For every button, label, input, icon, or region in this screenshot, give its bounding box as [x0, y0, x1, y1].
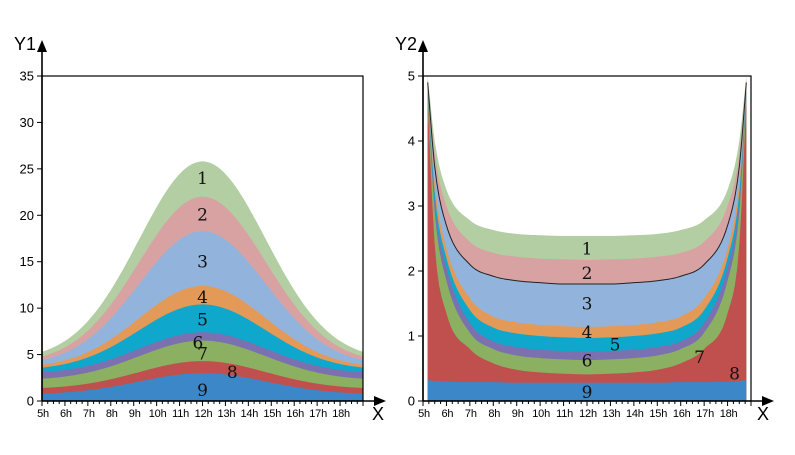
y-tick-label: 3 — [408, 199, 415, 214]
y-tick-label: 15 — [20, 254, 34, 269]
area-layer-8 — [427, 102, 747, 401]
x-tick-label: 8h — [488, 408, 500, 420]
x-tick-label: 6h — [442, 408, 454, 420]
x-tick-label: 16h — [673, 408, 691, 420]
y-tick-label: 20 — [20, 208, 34, 223]
left-x-axis-arrow — [374, 396, 386, 406]
right-x-axis-arrow — [762, 396, 774, 406]
area-layer-4 — [427, 85, 747, 401]
right-layer-labels: 9 8 7 654 3 2 1 — [582, 239, 740, 403]
left-y-axis-title: Y1 — [14, 34, 36, 54]
layer-3-boundary-line — [427, 82, 747, 285]
x-tick-label: 17h — [309, 408, 327, 420]
y-tick-label: 1 — [408, 329, 415, 344]
x-tick-label: 10h — [532, 408, 550, 420]
right-x-axis-title: X — [757, 404, 769, 424]
layer-label-2: 2 — [582, 264, 593, 284]
left-area-layers — [42, 161, 363, 401]
left-x-ticks: 5h 6h 7h 8h 9h 10h 11h 12h 13h 14h 15h 16h 17h 18h — [37, 401, 364, 420]
y-tick-label: 5 — [408, 69, 415, 84]
x-tick-label: 11h — [556, 408, 573, 420]
layer-label-9: 9 — [197, 381, 208, 401]
y-tick-label: 0 — [27, 394, 34, 409]
area-layer-9 — [427, 380, 747, 401]
y-tick-label: 4 — [408, 134, 415, 149]
x-tick-label: 15h — [263, 408, 281, 420]
x-tick-label: 7h — [465, 408, 477, 420]
layer-label-4: 4 — [582, 323, 593, 343]
x-tick-label: 10h — [149, 408, 167, 420]
y-tick-label: 35 — [20, 69, 34, 84]
x-tick-label: 11h — [172, 408, 189, 420]
layer-label-8: 8 — [729, 365, 740, 385]
x-tick-label: 12h — [579, 408, 597, 420]
x-tick-label: 8h — [106, 408, 118, 420]
x-tick-label: 9h — [512, 408, 524, 420]
x-tick-label: 6h — [60, 408, 72, 420]
layer-label-6: 6 — [582, 352, 593, 372]
layer-label-9: 9 — [582, 383, 593, 403]
layer-label-3: 3 — [582, 295, 593, 315]
x-tick-label: 15h — [649, 408, 667, 420]
x-tick-label: 5h — [418, 408, 430, 420]
y-tick-label: 5 — [27, 347, 34, 362]
x-tick-label: 17h — [696, 408, 714, 420]
x-tick-label: 13h — [218, 408, 236, 420]
layer-label-8: 8 — [227, 363, 238, 383]
y-tick-label: 0 — [408, 394, 415, 409]
layer-label-5: 5 — [197, 310, 208, 330]
layer-label-4: 4 — [197, 288, 208, 308]
x-tick-label: 9h — [129, 408, 141, 420]
right-y-ticks: 0 1 2 3 4 5 — [408, 69, 423, 409]
x-tick-label: 18h — [332, 408, 350, 420]
layer-label-2: 2 — [197, 205, 208, 225]
x-tick-label: 5h — [37, 408, 49, 420]
layer-label-5: 5 — [610, 335, 621, 355]
left-y-ticks: 0 5 10 15 20 25 30 35 — [20, 69, 42, 409]
x-tick-label: 18h — [720, 408, 738, 420]
layer-label-6: 6 — [192, 334, 203, 354]
left-x-axis-title: X — [372, 404, 384, 424]
area-layer-9 — [42, 373, 363, 401]
y-tick-label: 2 — [408, 264, 415, 279]
right-x-ticks: 5h 6h 7h 8h 9h 10h 11h 12h 13h 14h 15h 16h 17h 18h — [418, 401, 752, 420]
layer-label-1: 1 — [582, 239, 593, 259]
right-area-layers — [427, 76, 747, 401]
x-tick-label: 13h — [603, 408, 621, 420]
left-y-axis-arrow — [37, 40, 47, 52]
y-tick-label: 10 — [20, 301, 34, 316]
x-tick-label: 7h — [83, 408, 95, 420]
x-tick-label: 14h — [240, 408, 258, 420]
layer-label-7: 7 — [694, 348, 705, 368]
x-tick-label: 12h — [195, 408, 213, 420]
layer-label-7: 7 — [197, 345, 208, 365]
y-tick-label: 30 — [20, 115, 34, 130]
layer-label-3: 3 — [197, 253, 208, 273]
x-tick-label: 16h — [286, 408, 304, 420]
right-y-axis-arrow — [418, 40, 428, 52]
right-y-axis-title: Y2 — [395, 34, 417, 54]
layer-label-1: 1 — [197, 169, 208, 189]
y-tick-label: 25 — [20, 161, 34, 176]
x-tick-label: 14h — [626, 408, 644, 420]
